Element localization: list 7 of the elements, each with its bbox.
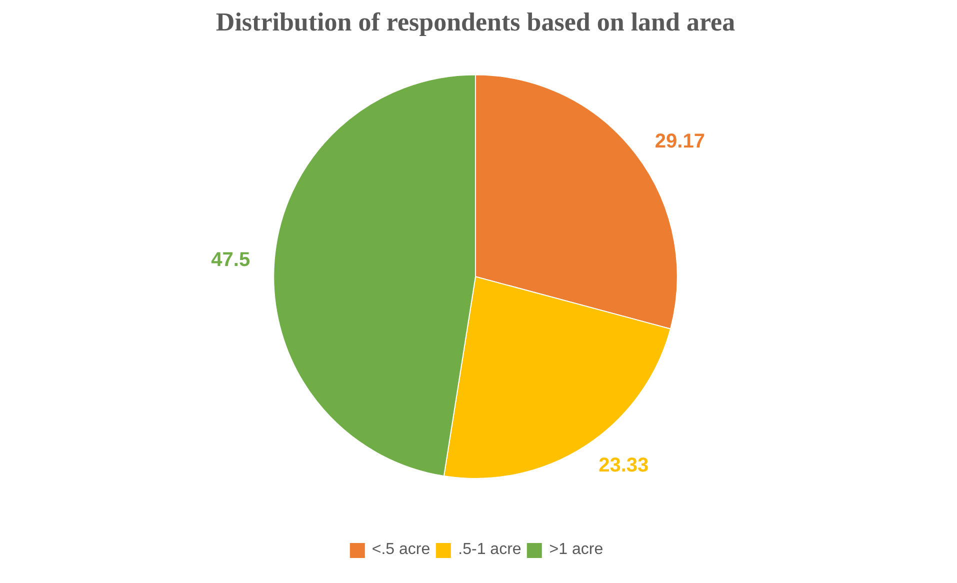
chart-title: Distribution of respondents based on land area (216, 8, 736, 36)
legend-label: >1 acre (549, 541, 604, 559)
legend-label: .5-1 acre (458, 541, 522, 559)
data-label: 29.17 (654, 130, 705, 152)
legend-label: <.5 acre (372, 541, 430, 559)
data-label: 23.33 (598, 454, 649, 476)
data-label: 47.5 (211, 249, 250, 272)
